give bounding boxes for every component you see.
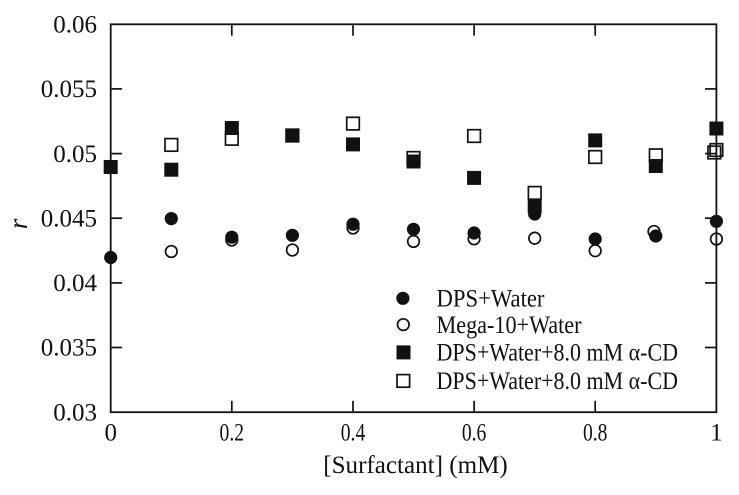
svg-text:0.6: 0.6: [462, 419, 487, 446]
svg-text:0.05: 0.05: [53, 141, 97, 168]
svg-text:0.06: 0.06: [53, 12, 97, 39]
svg-text:1: 1: [710, 419, 723, 446]
svg-text:DPS+Water+8.0 mM α-CD: DPS+Water+8.0 mM α-CD: [437, 368, 679, 395]
svg-text:0.035: 0.035: [41, 335, 97, 362]
svg-text:0.055: 0.055: [41, 76, 97, 103]
svg-text:0.03: 0.03: [53, 399, 97, 426]
svg-text:[Surfactant] (mM): [Surfactant] (mM): [323, 452, 508, 479]
svg-text:DPS+Water+8.0 mM α-CD: DPS+Water+8.0 mM α-CD: [437, 340, 679, 367]
svg-text:0.04: 0.04: [53, 270, 97, 297]
svg-text:0: 0: [104, 419, 117, 446]
svg-text:0.8: 0.8: [583, 419, 608, 446]
svg-text:Mega-10+Water: Mega-10+Water: [437, 312, 583, 339]
svg-text:r: r: [3, 218, 33, 229]
svg-text:0.2: 0.2: [220, 419, 245, 446]
svg-text:0.045: 0.045: [41, 205, 97, 232]
svg-text:0.4: 0.4: [341, 419, 366, 446]
svg-text:DPS+Water: DPS+Water: [437, 286, 546, 313]
